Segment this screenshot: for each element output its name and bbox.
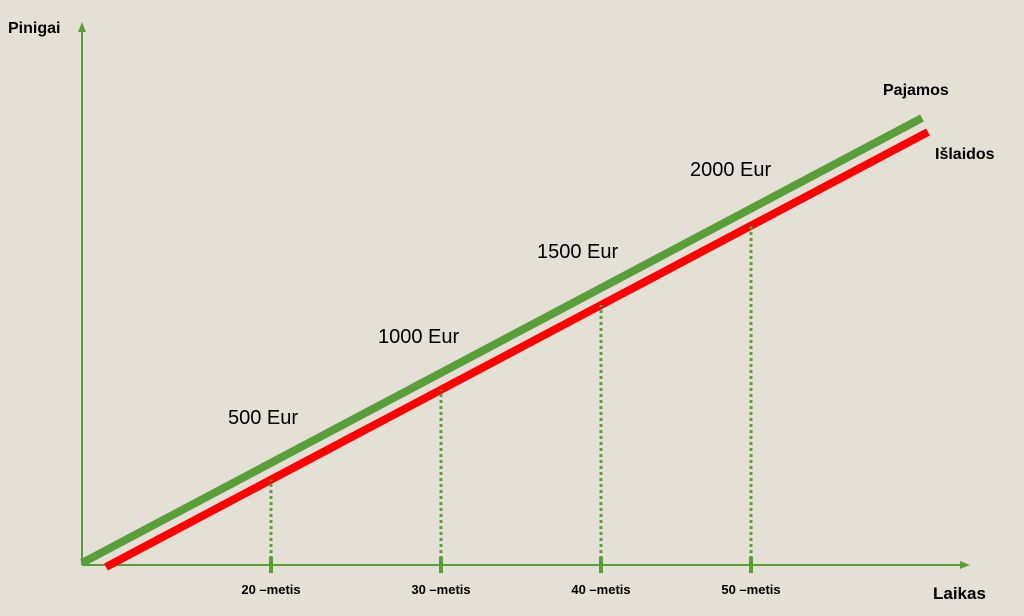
markers: 20 –metis 500 Eur 30 –metis 1000 Eur 40 –met… (228, 159, 781, 597)
amount-label: 2000 Eur (690, 159, 772, 181)
y-axis-arrow (78, 22, 86, 32)
time-label: 50 –metis (721, 582, 780, 597)
expense-line (104, 128, 930, 571)
line-label: Išlaidos (935, 146, 995, 163)
y-axis-label: Pinigai (8, 20, 60, 37)
income-line (80, 114, 924, 567)
time-label: 20 –metis (241, 582, 300, 597)
x-axis-label: Laikas (933, 584, 986, 603)
time-label: 40 –metis (571, 582, 630, 597)
amount-label: 1000 Eur (378, 326, 460, 348)
amount-label: 500 Eur (228, 407, 298, 429)
line-label: Pajamos (883, 82, 949, 99)
amount-label: 1500 Eur (537, 241, 619, 263)
x-axis-arrow (960, 561, 970, 569)
time-label: 30 –metis (411, 582, 470, 597)
